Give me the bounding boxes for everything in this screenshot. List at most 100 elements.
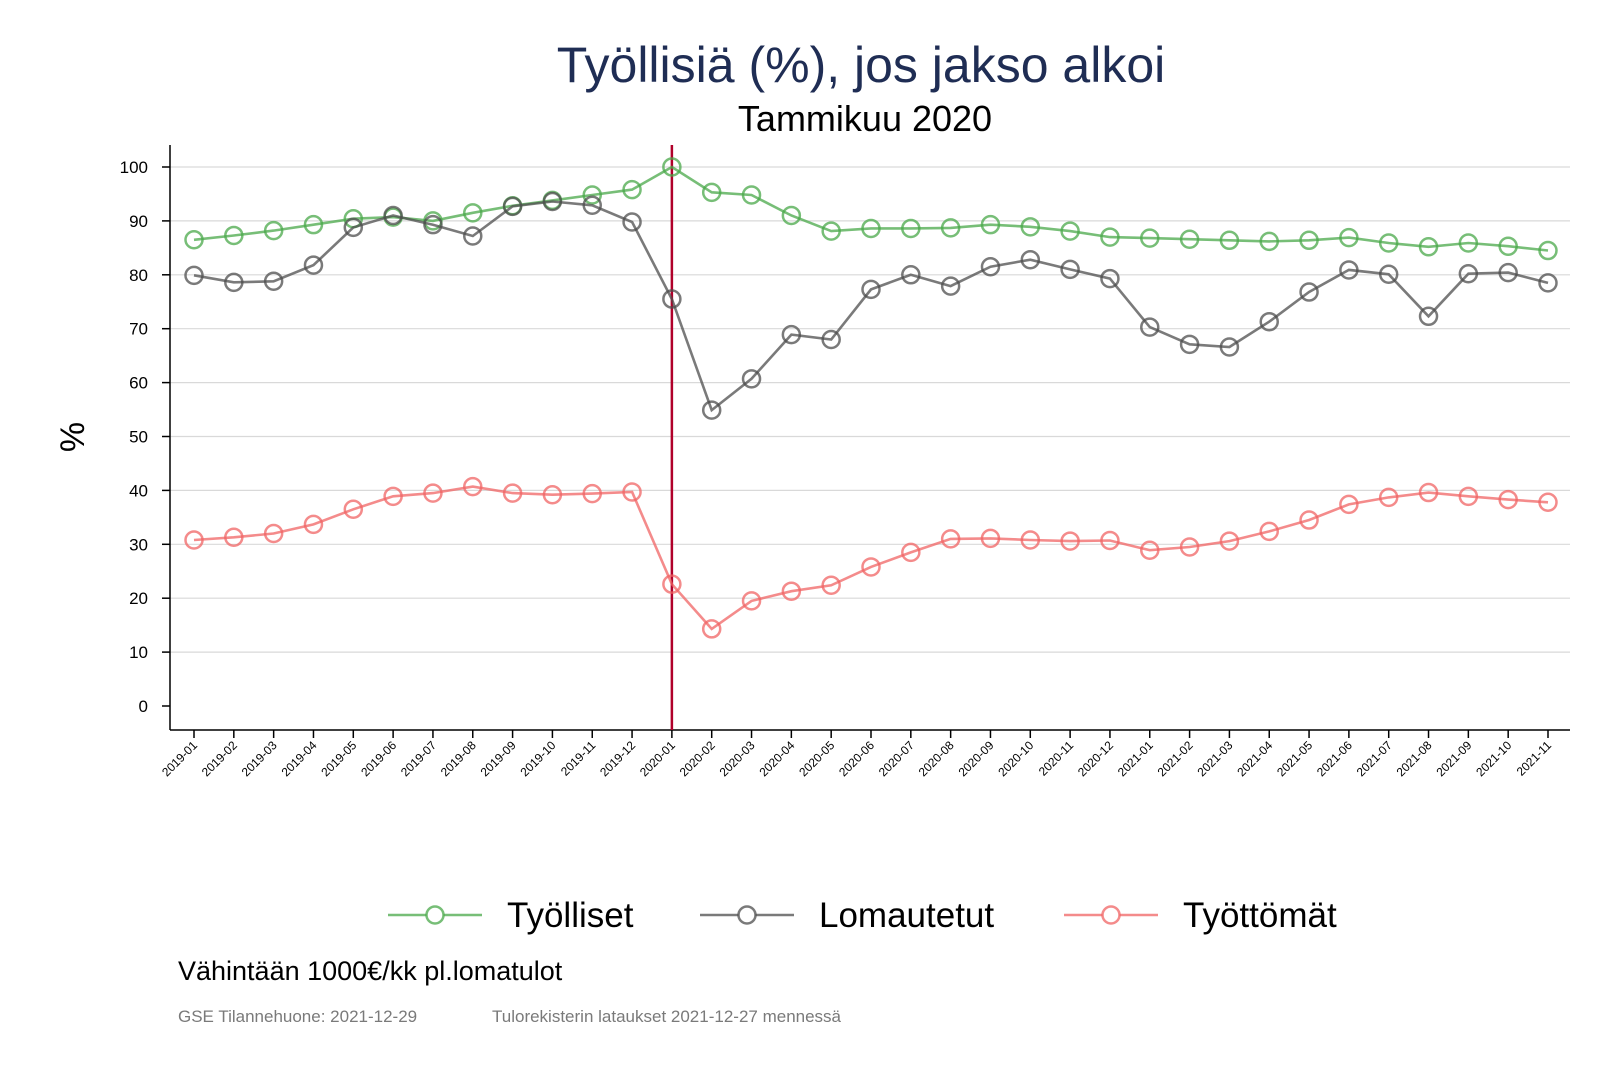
y-tick-label: 20 [129,589,148,608]
data-point [1060,221,1080,241]
data-point [940,218,961,238]
x-tick-label: 2020-04 [756,738,797,779]
data-point [542,484,563,505]
data-point [980,214,1001,235]
legend-label: Työlliset [507,896,634,935]
x-tick-label: 2019-02 [199,738,240,779]
data-point [263,220,284,241]
data-point [701,619,722,639]
series-lomautetut [184,191,1558,420]
data-point [502,483,523,503]
data-point [1299,510,1319,530]
x-tick-label: 2020-11 [1036,738,1077,779]
x-tick-label: 2020-05 [796,738,837,779]
legend-label: Lomautetut [819,896,994,935]
data-point [1259,311,1279,332]
series-työlliset [184,157,1558,261]
y-tick-label: 80 [129,266,148,285]
data-point [1100,530,1120,551]
x-tick-label: 2021-09 [1433,738,1474,779]
chart-subtitle: Tammikuu 2020 [738,98,992,139]
data-point [1418,237,1439,257]
data-point [1219,230,1240,251]
data-point [861,557,881,577]
series-line [193,200,1549,413]
data-point [1020,217,1041,237]
data-point [1259,231,1279,252]
data-point [1219,337,1240,357]
legend-marker [1101,905,1121,925]
y-tick-label: 30 [129,535,148,554]
data-point [781,581,802,601]
x-tick-label: 2019-05 [318,738,359,779]
y-tick-label: 100 [120,158,148,177]
y-tick-label: 50 [129,428,148,447]
axes: 01020304050607080901002019-012019-022019… [120,145,1570,779]
data-point [1179,334,1200,355]
x-tick-label: 2020-12 [1075,738,1116,779]
data-point [1378,264,1399,285]
data-point [1458,486,1479,507]
data-point [263,271,284,292]
data-point [901,218,921,239]
x-tick-label: 2020-02 [677,738,718,779]
x-tick-label: 2021-02 [1155,738,1196,779]
data-point [1100,268,1120,289]
data-point [1179,537,1200,557]
data-point [184,230,204,250]
data-point [741,185,762,205]
data-point [383,205,403,226]
data-point [383,486,403,507]
legend-marker [737,905,757,925]
data-point [343,217,364,238]
series-layer [184,157,1558,639]
data-point [1060,259,1080,280]
data-point [861,218,881,239]
x-tick-label: 2020-09 [956,738,997,779]
data-point [940,529,961,549]
y-tick-label: 90 [129,212,148,231]
data-point [622,482,642,502]
data-point [781,324,802,345]
x-tick-label: 2019-01 [159,738,200,779]
x-tick-label: 2020-07 [876,738,917,779]
y-tick-label: 10 [129,643,148,662]
x-tick-label: 2019-04 [279,738,320,779]
data-point [1538,492,1558,513]
x-tick-label: 2020-10 [995,738,1036,779]
data-point [1458,263,1479,284]
data-point [741,369,762,389]
data-point [741,591,762,611]
data-point [1219,531,1240,551]
data-point [423,214,443,235]
data-point [1299,230,1319,251]
x-tick-label: 2021-06 [1314,738,1355,779]
data-point [582,483,602,504]
legend-label: Työttömät [1183,896,1337,935]
data-point [662,157,682,177]
y-tick-label: 70 [129,320,148,339]
data-point [1179,229,1200,249]
data-point [303,514,324,535]
data-point [224,225,244,246]
chart-title: Työllisiä (%), jos jakso alkoi [557,37,1166,93]
data-point [821,575,841,596]
x-tick-label: 2020-06 [836,738,877,779]
data-point [901,265,921,285]
data-point [582,195,602,216]
data-point [1259,521,1279,542]
data-point [1020,530,1041,550]
x-tick-label: 2021-10 [1473,738,1514,779]
data-point [1418,306,1439,327]
data-point [701,182,722,203]
data-point [662,289,682,309]
x-tick-label: 2021-07 [1354,738,1395,779]
data-point [1458,233,1479,253]
data-point [622,212,642,232]
data-point [303,255,324,275]
legend-item: Työlliset [388,896,634,935]
data-point [224,272,244,293]
data-point [821,221,841,241]
series-line [193,165,1549,252]
